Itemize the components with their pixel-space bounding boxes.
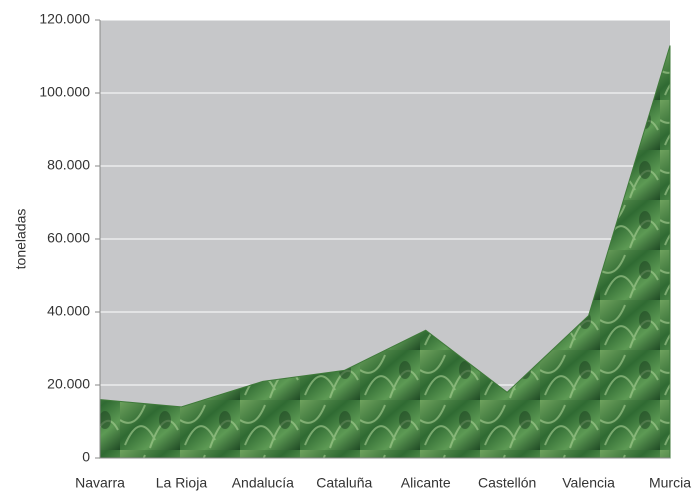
- y-tick-label: 20.000: [47, 376, 90, 392]
- y-tick-label: 120.000: [39, 11, 90, 27]
- x-tick-label: Navarra: [75, 475, 125, 491]
- x-tick-label: Andalucía: [232, 475, 294, 491]
- y-tick-label: 100.000: [39, 84, 90, 100]
- x-tick-label: La Rioja: [156, 475, 208, 491]
- y-tick-label: 80.000: [47, 157, 90, 173]
- x-tick-label: Valencia: [562, 475, 615, 491]
- y-tick-label: 60.000: [47, 230, 90, 246]
- y-tick-label: 0: [82, 449, 90, 465]
- x-tick-label: Alicante: [401, 475, 451, 491]
- x-tick-label: Castellón: [478, 475, 536, 491]
- y-axis-label: toneladas: [13, 209, 29, 270]
- x-tick-label: Murcia: [649, 475, 691, 491]
- y-tick-label: 40.000: [47, 303, 90, 319]
- x-tick-label: Cataluña: [316, 475, 372, 491]
- area: [99, 45, 671, 459]
